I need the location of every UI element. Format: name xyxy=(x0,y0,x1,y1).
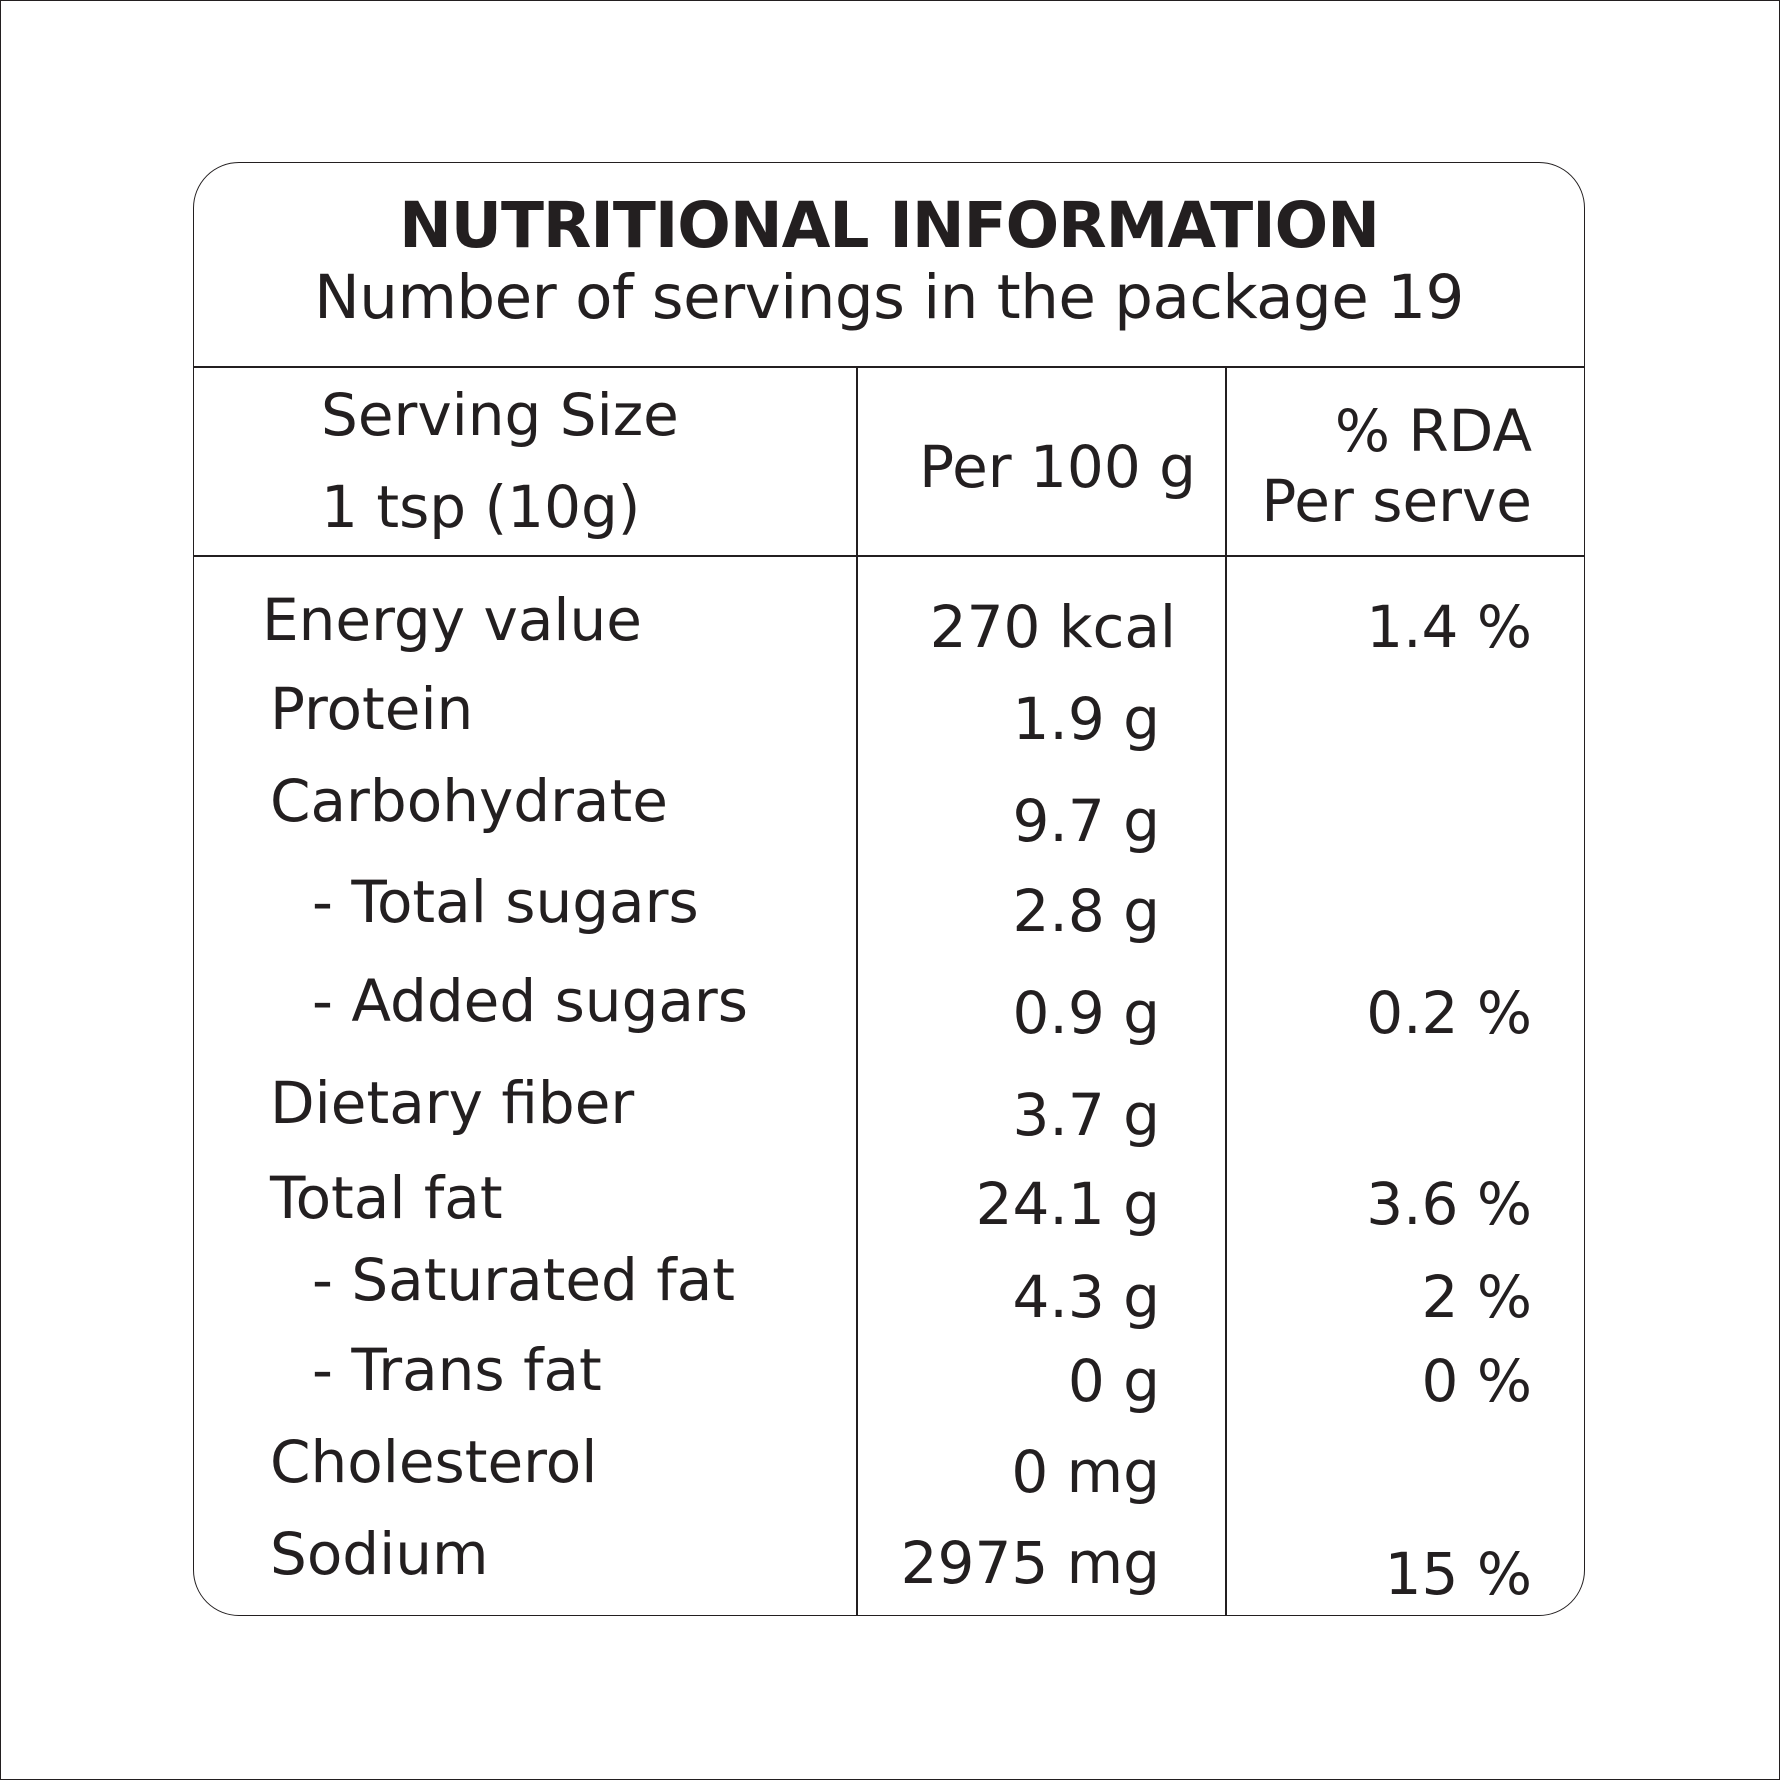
nutrient-value-carbohydrate: 9.7 g xyxy=(1012,787,1161,855)
per-100g-header: Per 100 g xyxy=(919,433,1196,501)
nutrient-value-dietary-fiber: 3.7 g xyxy=(1012,1081,1161,1149)
nutrient-rda-added-sugars: 0.2 % xyxy=(1366,979,1532,1047)
servings-per-package: Number of servings in the package 19 xyxy=(314,262,1464,333)
title-divider xyxy=(194,366,1584,368)
nutrient-rda-sodium: 15 % xyxy=(1384,1540,1532,1608)
nutrition-label-panel xyxy=(193,162,1585,1616)
nutrient-rda-energy: 1.4 % xyxy=(1366,593,1532,661)
nutrient-name-dietary-fiber: Dietary fiber xyxy=(270,1069,635,1137)
nutrient-name-energy: Energy value xyxy=(262,586,642,654)
header-divider xyxy=(194,555,1584,557)
nutrient-rda-trans-fat: 0 % xyxy=(1421,1347,1532,1415)
nutrient-value-added-sugars: 0.9 g xyxy=(1012,979,1161,1047)
nutrient-rda-total-fat: 3.6 % xyxy=(1366,1170,1532,1238)
rda-header-line2: Per serve xyxy=(1261,467,1532,535)
nutrient-value-trans-fat: 0 g xyxy=(1067,1347,1160,1415)
nutrient-name-total-sugars: - Total sugars xyxy=(312,868,699,936)
nutrient-name-trans-fat: - Trans fat xyxy=(312,1336,602,1404)
nutrient-value-protein: 1.9 g xyxy=(1012,685,1161,753)
nutrient-value-total-fat: 24.1 g xyxy=(975,1170,1160,1238)
nutrient-name-saturated-fat: - Saturated fat xyxy=(312,1246,735,1314)
nutrient-name-carbohydrate: Carbohydrate xyxy=(270,767,668,835)
column-divider-1 xyxy=(856,366,858,1616)
column-divider-2 xyxy=(1225,366,1227,1616)
nutrient-value-sodium: 2975 mg xyxy=(900,1529,1160,1597)
nutrient-name-protein: Protein xyxy=(270,675,474,743)
rda-header-line1: % RDA xyxy=(1334,397,1532,465)
label-title: NUTRITIONAL INFORMATION xyxy=(399,189,1380,262)
nutrient-value-energy: 270 kcal xyxy=(929,593,1176,661)
nutrient-name-sodium: Sodium xyxy=(270,1520,489,1588)
nutrient-name-cholesterol: Cholesterol xyxy=(270,1428,598,1496)
serving-size-label: Serving Size xyxy=(321,381,679,449)
nutrient-name-added-sugars: - Added sugars xyxy=(312,967,748,1035)
nutrient-value-total-sugars: 2.8 g xyxy=(1012,877,1161,945)
nutrient-rda-saturated-fat: 2 % xyxy=(1421,1263,1532,1331)
nutrient-value-cholesterol: 0 mg xyxy=(1011,1438,1160,1506)
serving-size-value: 1 tsp (10g) xyxy=(321,473,641,541)
nutrient-value-saturated-fat: 4.3 g xyxy=(1012,1263,1161,1331)
nutrient-name-total-fat: Total fat xyxy=(270,1164,503,1232)
